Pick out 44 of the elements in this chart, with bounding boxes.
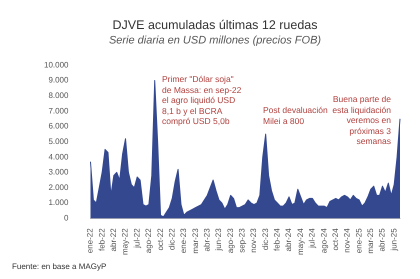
x-tick-label: abr-22 — [109, 228, 118, 252]
annotation: Buena parte de esta liquidación veremos en próximas 3 semanas — [332, 94, 391, 146]
x-tick-label: ago-22 — [144, 228, 154, 254]
x-tick-label: nov-23 — [249, 228, 258, 253]
x-tick-label: abr-25 — [378, 228, 387, 252]
y-tick-label: 4.000 — [48, 152, 70, 162]
x-tick-label: nov-24 — [342, 228, 352, 253]
y-tick-label: 0 — [64, 214, 70, 223]
x-tick-label: ene-25 — [354, 228, 364, 254]
x-tick-label: oct-22 — [156, 228, 165, 251]
y-tick-label: 1.000 — [48, 198, 70, 208]
y-tick-label: 2.000 — [48, 182, 70, 192]
x-tick-label: jun-25 — [389, 228, 398, 252]
y-tick-label: 3.000 — [48, 168, 70, 177]
annotation: Post devaluación Milei a 800 — [263, 105, 328, 126]
y-tick-label: 9.000 — [48, 76, 70, 85]
x-tick-label: sep-23 — [238, 228, 247, 253]
x-tick-label: may-22 — [120, 228, 130, 256]
x-tick-label: abr-23 — [202, 228, 212, 252]
source-note: Fuente: en base a MAGyP — [12, 262, 108, 272]
y-tick-label: 6.000 — [48, 122, 70, 131]
x-tick-label: ago-24 — [319, 228, 328, 254]
y-tick-label: 8.000 — [48, 91, 70, 100]
x-tick-label: feb-24 — [272, 228, 282, 252]
x-tick-label: dic-23 — [260, 228, 270, 250]
chart-subtitle: Serie diaria en USD millones (precios FOB) — [108, 34, 322, 47]
x-tick-label: jul-24 — [308, 228, 317, 249]
y-tick-label: 5.000 — [48, 136, 70, 146]
x-tick-label: mar-23 — [190, 228, 200, 254]
annotation: Primer "Dólar soja" de Massa: en sep-22 el agro liquidó USD 8,1 b y el BCRA compró USD 5,0b — [162, 74, 242, 126]
x-tick-label: ago-23 — [226, 228, 235, 254]
x-tick-label: mar-25 — [366, 228, 375, 254]
x-tick-label: may-24 — [296, 228, 305, 256]
x-tick-label: jul-22 — [132, 228, 142, 249]
x-tick-label: dic-22 — [167, 228, 176, 250]
x-tick-label: feb-22 — [97, 228, 106, 252]
x-tick-label: ene-23 — [179, 228, 188, 254]
y-tick-label: 7.000 — [48, 106, 70, 116]
y-tick-label: 10.000 — [44, 60, 70, 70]
x-tick-label: jun-23 — [214, 228, 224, 252]
x-tick-label: ene-22 — [86, 228, 95, 254]
x-tick-label: oct-24 — [330, 228, 340, 251]
x-tick-label: abr-24 — [284, 228, 294, 252]
chart-title: DJVE acumuladas últimas 12 ruedas — [112, 18, 318, 32]
